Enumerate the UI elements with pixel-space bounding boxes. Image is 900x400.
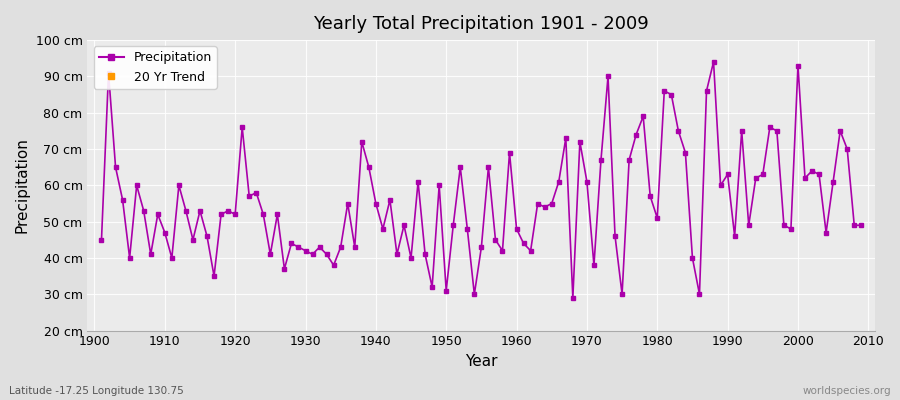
X-axis label: Year: Year: [465, 354, 498, 369]
Y-axis label: Precipitation: Precipitation: [15, 138, 30, 233]
Text: worldspecies.org: worldspecies.org: [803, 386, 891, 396]
Title: Yearly Total Precipitation 1901 - 2009: Yearly Total Precipitation 1901 - 2009: [313, 15, 649, 33]
Text: Latitude -17.25 Longitude 130.75: Latitude -17.25 Longitude 130.75: [9, 386, 184, 396]
Legend: Precipitation, 20 Yr Trend: Precipitation, 20 Yr Trend: [94, 46, 217, 89]
